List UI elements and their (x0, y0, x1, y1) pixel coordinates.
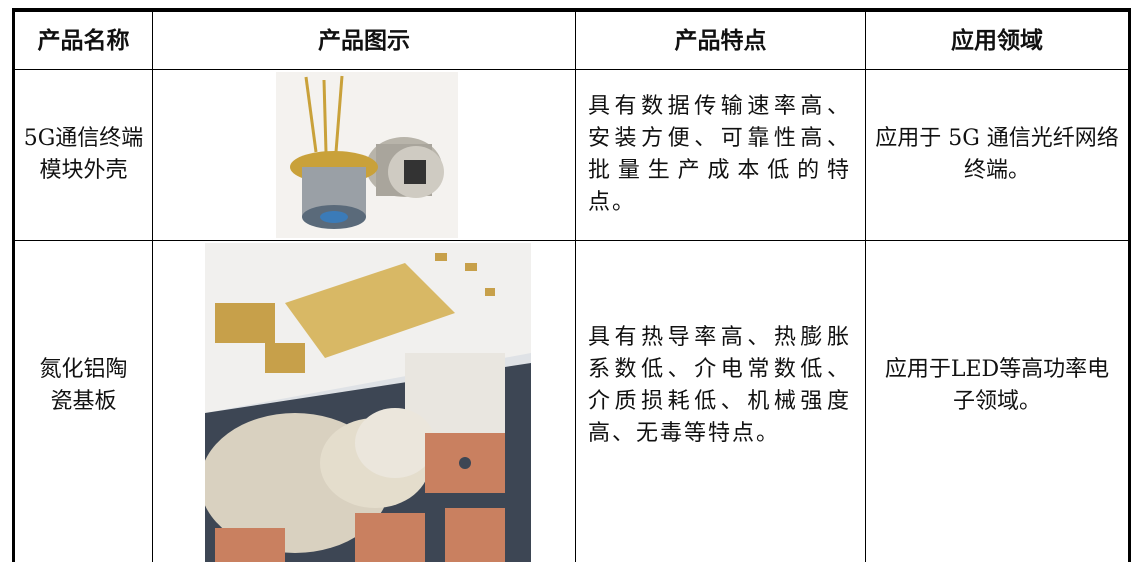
header-cell: 产品特点 (674, 26, 767, 54)
product-application: 应用于 5G 通信光纤网络终端。 (875, 126, 1119, 183)
product-name: 氮化铝陶瓷基板 (39, 357, 128, 414)
application-cell: 应用于 5G 通信光纤网络终端。 (866, 70, 1128, 240)
product-application: 应用于LED等高功率电子领域。 (884, 357, 1110, 414)
name-cell: 5G通信终端模块外壳 (15, 70, 152, 240)
row-divider (12, 69, 1131, 70)
product-image (205, 243, 531, 562)
features-cell: 具有数据传输速率高、安装方便、可靠性高、批量生产成本低的特点。 (576, 70, 865, 240)
col-divider (152, 8, 153, 562)
product-features: 具有数据传输速率高、安装方便、可靠性高、批量生产成本低的特点。 (588, 94, 851, 215)
name-cell: 氮化铝陶瓷基板 (15, 241, 152, 531)
table-left-border (12, 8, 15, 562)
table-top-border (12, 8, 1131, 12)
product-image (276, 72, 458, 238)
application-cell: 应用于LED等高功率电子领域。 (866, 241, 1128, 531)
features-cell: 具有热导率高、热膨胀系数低、介电常数低、介质损耗低、机械强度高、无毒等特点。 (576, 241, 865, 531)
header-cell: 产品名称 (37, 26, 130, 54)
header-cell: 产品图示 (318, 26, 410, 54)
product-name: 5G通信终端模块外壳 (23, 126, 144, 183)
col-divider (575, 8, 576, 562)
row-divider (12, 240, 1131, 241)
table-right-border (1128, 8, 1131, 562)
header-cell: 应用领域 (951, 26, 1043, 54)
product-features: 具有热导率高、热膨胀系数低、介电常数低、介质损耗低、机械强度高、无毒等特点。 (588, 325, 851, 446)
col-divider (865, 8, 866, 562)
